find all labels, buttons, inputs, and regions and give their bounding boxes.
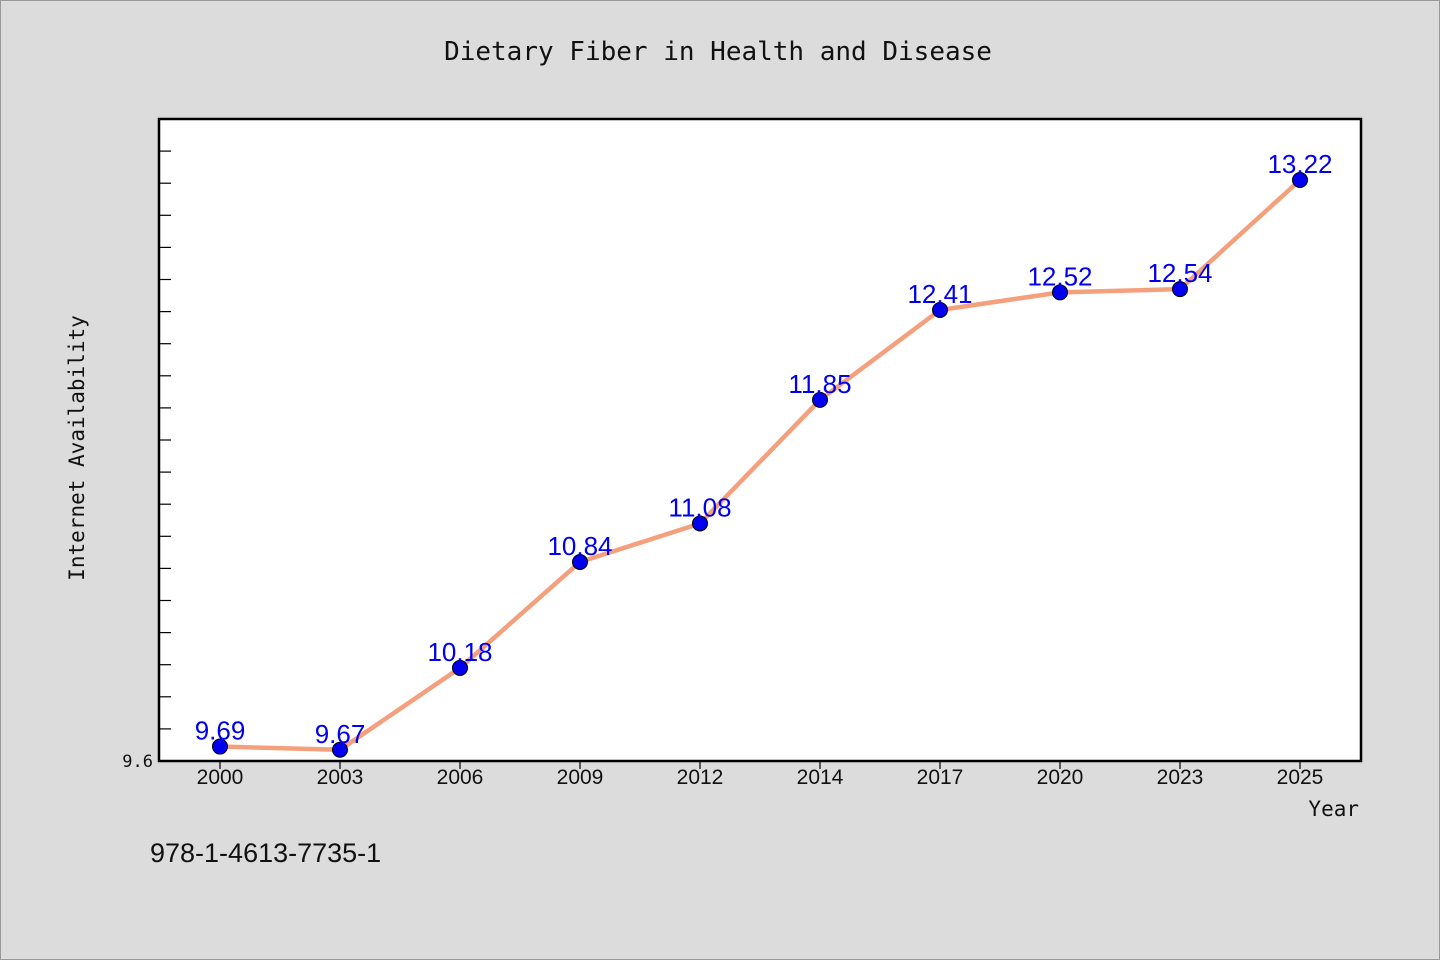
chart-title: Dietary Fiber in Health and Disease <box>444 37 992 67</box>
data-point <box>1172 281 1188 298</box>
data-point <box>932 301 948 318</box>
x-tick-label: 2003 <box>317 766 364 789</box>
data-label: 12.52 <box>1027 261 1092 291</box>
data-label: 11.08 <box>668 492 731 522</box>
data-label: 12.54 <box>1147 258 1212 288</box>
series-group: 9.69 9.67 10.18 10.84 11.08 11.85 12.41 12.52 12… <box>195 149 1333 758</box>
data-point <box>1292 171 1308 188</box>
data-point <box>572 553 588 570</box>
x-tick-label: 2023 <box>1157 766 1204 789</box>
x-tick-label: 2025 <box>1277 766 1324 789</box>
x-tick-label: 2006 <box>437 766 484 789</box>
x-tick-label: 2017 <box>917 766 964 789</box>
data-label: 13.22 <box>1267 149 1332 179</box>
x-tick-label: 2009 <box>557 766 604 789</box>
series-line <box>217 177 1303 753</box>
x-axis-label: Year <box>1308 797 1359 821</box>
data-point <box>332 741 348 758</box>
y-axis-label: Internet Availability <box>65 315 89 581</box>
data-label: 12.41 <box>907 279 972 309</box>
y-axis-ticks <box>159 118 171 762</box>
data-point <box>1052 284 1068 301</box>
plot-area <box>157 117 1363 763</box>
x-tick-label: 2000 <box>197 766 244 789</box>
data-label: 9.67 <box>315 719 366 749</box>
x-axis: 2000 2003 2006 2009 2012 2014 2017 2020 2023 2025 <box>197 761 1324 789</box>
x-tick-label: 2014 <box>797 766 844 789</box>
data-point <box>212 738 228 755</box>
data-point <box>692 515 708 532</box>
data-label: 10.84 <box>547 531 612 561</box>
footnote-isbn: 978-1-4613-7735-1 <box>150 838 381 868</box>
data-label: 9.69 <box>195 716 246 746</box>
y-tick-label: 9.6 <box>122 752 153 772</box>
x-tick-label: 2020 <box>1037 766 1084 789</box>
data-point <box>812 391 828 408</box>
data-point <box>452 659 468 676</box>
x-tick-label: 2012 <box>677 766 724 789</box>
data-label: 10.18 <box>427 637 492 667</box>
data-label: 11.85 <box>788 369 851 399</box>
